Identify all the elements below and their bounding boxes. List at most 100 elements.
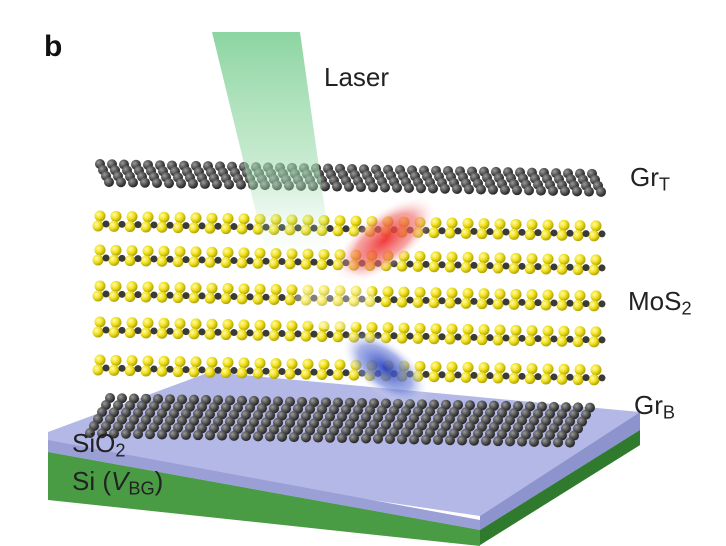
atom — [510, 252, 522, 264]
atom — [238, 283, 250, 295]
atom — [560, 186, 570, 197]
oxide-side — [480, 412, 640, 530]
atom — [444, 227, 456, 239]
atom — [172, 222, 184, 234]
atom — [172, 256, 184, 268]
atom — [558, 253, 570, 265]
atom — [446, 323, 458, 335]
atom — [566, 373, 574, 381]
atom — [236, 179, 246, 190]
atom — [270, 358, 282, 370]
atom — [204, 256, 216, 268]
atom — [118, 220, 126, 228]
atom — [214, 256, 222, 264]
atom — [302, 284, 314, 296]
atom — [510, 288, 522, 300]
atom — [518, 228, 526, 236]
atom — [510, 218, 522, 230]
atom — [253, 431, 263, 442]
atom — [220, 223, 232, 235]
atom — [294, 330, 302, 338]
atom — [246, 223, 254, 231]
atom — [172, 366, 184, 378]
atom — [222, 357, 234, 369]
atom — [556, 229, 568, 241]
atom — [158, 355, 170, 367]
atom — [526, 289, 538, 301]
atom — [294, 294, 302, 302]
atom — [344, 181, 354, 192]
atom — [565, 437, 575, 448]
atom — [206, 282, 218, 294]
atom — [102, 364, 110, 372]
atom — [188, 366, 200, 378]
atom — [409, 434, 419, 445]
atom — [102, 254, 110, 262]
atom — [517, 436, 527, 447]
atom — [534, 335, 542, 343]
atom — [534, 299, 542, 307]
atom — [156, 327, 168, 339]
atom — [542, 253, 554, 265]
atom — [206, 246, 218, 258]
atom — [262, 293, 270, 301]
mos2-layers — [92, 210, 606, 386]
atom — [454, 261, 462, 269]
atom — [540, 263, 552, 275]
atom — [284, 368, 296, 380]
atom — [182, 256, 190, 264]
atom — [430, 251, 442, 263]
atom — [492, 334, 504, 346]
atom — [140, 327, 152, 339]
electron-cloud — [333, 195, 437, 285]
atom — [492, 228, 504, 240]
atom — [342, 369, 350, 377]
atom — [502, 334, 510, 342]
atom — [364, 295, 376, 307]
atom — [268, 330, 280, 342]
atom — [300, 330, 312, 342]
atom — [174, 356, 186, 368]
atom — [524, 263, 536, 275]
atom — [116, 177, 126, 188]
atom — [108, 254, 120, 266]
atom — [326, 330, 334, 338]
atom — [102, 326, 110, 334]
atom — [94, 210, 106, 222]
excitation-glow — [295, 270, 375, 330]
atom — [222, 283, 234, 295]
atom — [524, 335, 536, 347]
atom — [318, 358, 330, 370]
atom — [444, 297, 456, 309]
atom — [220, 257, 232, 269]
atom — [222, 247, 234, 259]
atom — [302, 320, 314, 332]
atom — [350, 215, 362, 227]
atom — [534, 373, 542, 381]
atom — [444, 261, 456, 273]
atom — [152, 177, 162, 188]
atom — [157, 429, 167, 440]
atom — [582, 300, 590, 308]
atom — [446, 287, 458, 299]
atom — [518, 334, 526, 342]
bottom-graphene-sheet — [85, 393, 595, 448]
atom — [548, 185, 558, 196]
atom — [494, 362, 506, 374]
atom — [492, 372, 504, 384]
atom — [229, 430, 239, 441]
atom — [438, 333, 446, 341]
atom — [502, 262, 510, 270]
atom — [588, 230, 600, 242]
atom — [270, 284, 282, 296]
atom — [284, 294, 296, 306]
atom — [598, 374, 606, 382]
atom — [428, 371, 440, 383]
atom — [198, 256, 206, 264]
top-graphene-sheet — [95, 159, 606, 197]
atom — [590, 364, 602, 376]
atom — [414, 286, 426, 298]
atom — [430, 323, 442, 335]
atom — [558, 363, 570, 375]
bottom-graphene-label: GrB — [634, 390, 676, 423]
